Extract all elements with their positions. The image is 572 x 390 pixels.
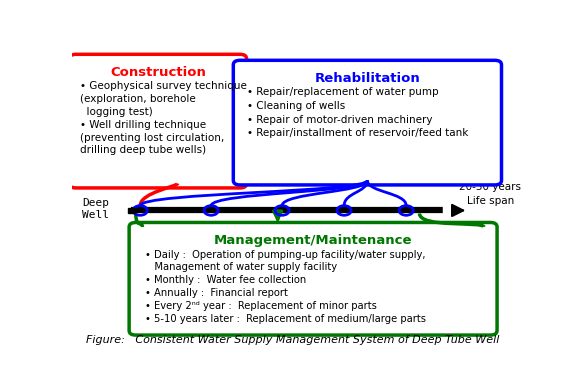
Bar <box>128 208 135 213</box>
Text: Deep
Well: Deep Well <box>82 198 109 220</box>
Text: 20-30 years
Life span: 20-30 years Life span <box>459 183 522 206</box>
Text: Management/Maintenance: Management/Maintenance <box>214 234 412 248</box>
Text: Figure:   Consistent Water Supply Management System of Deep Tube Well: Figure: Consistent Water Supply Manageme… <box>86 335 500 345</box>
Text: • Daily :  Operation of pumping-up facility/water supply,
   Management of water: • Daily : Operation of pumping-up facili… <box>145 250 426 323</box>
FancyBboxPatch shape <box>69 54 247 188</box>
Text: • Geophysical survey technique
(exploration, borehole
  logging test)
• Well dri: • Geophysical survey technique (explorat… <box>80 82 247 155</box>
Text: Rehabilitation: Rehabilitation <box>315 72 420 85</box>
FancyBboxPatch shape <box>129 222 497 335</box>
FancyBboxPatch shape <box>233 60 502 185</box>
Text: • Repair/replacement of water pump
• Cleaning of wells
• Repair of motor-driven : • Repair/replacement of water pump • Cle… <box>247 87 468 138</box>
Text: Construction: Construction <box>110 66 206 79</box>
